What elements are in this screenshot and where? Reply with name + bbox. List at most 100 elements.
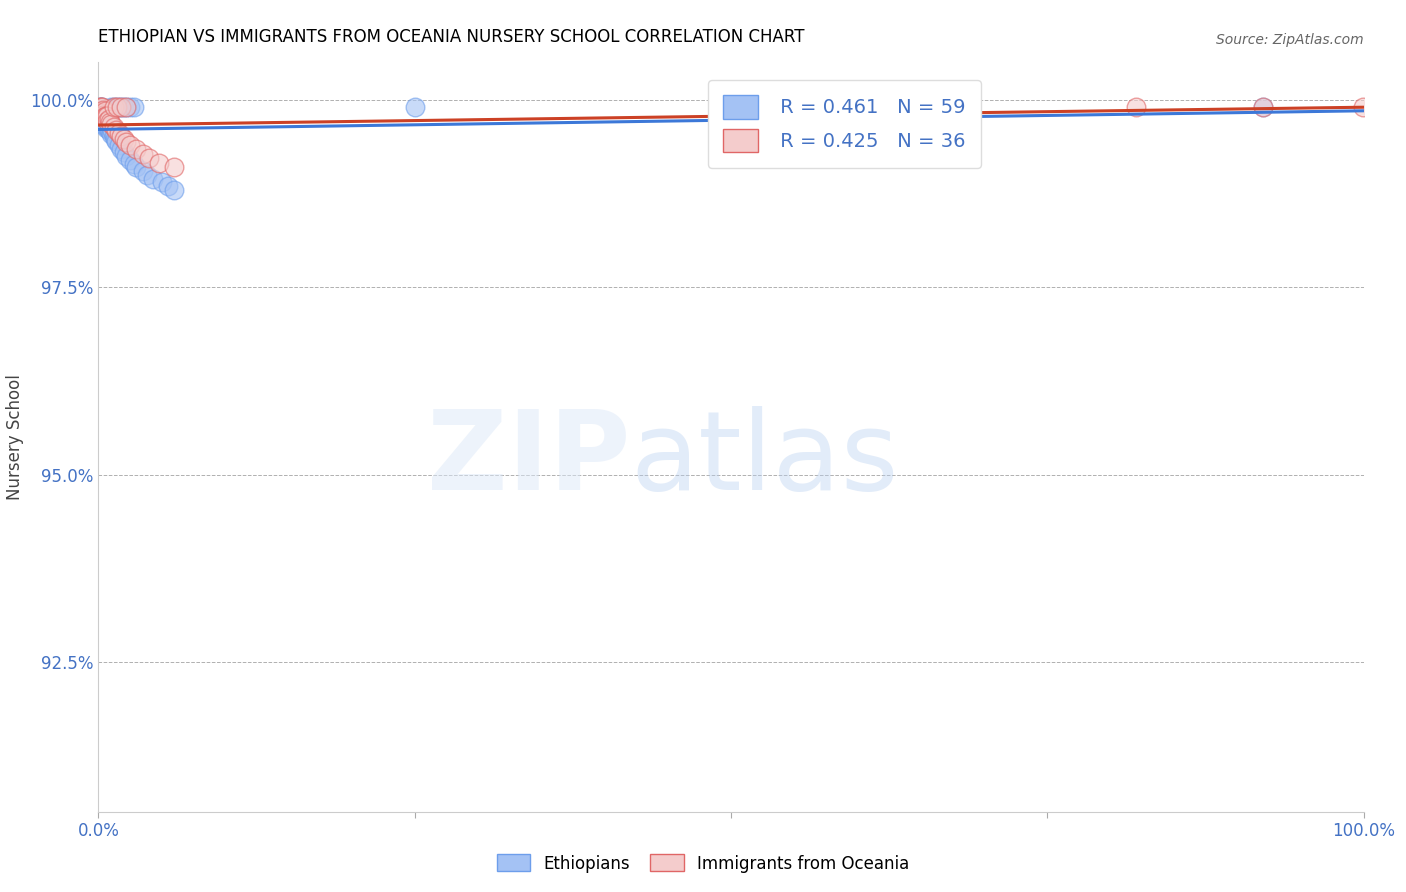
Legend:  R = 0.461   N = 59,  R = 0.425   N = 36: R = 0.461 N = 59, R = 0.425 N = 36 — [707, 79, 981, 168]
Point — [93, 109, 117, 123]
Point — [93, 104, 115, 119]
Point — [93, 117, 115, 131]
Point — [91, 102, 114, 116]
Point — [1125, 100, 1147, 114]
Text: atlas: atlas — [630, 406, 898, 513]
Point — [93, 108, 117, 122]
Point — [110, 142, 132, 156]
Point — [100, 100, 122, 114]
Point — [157, 179, 180, 194]
Point — [107, 100, 129, 114]
Point — [107, 137, 129, 152]
Point — [91, 105, 114, 120]
Point — [110, 100, 132, 114]
Point — [103, 120, 125, 134]
Point — [125, 142, 148, 156]
Point — [90, 112, 112, 126]
Text: ZIP: ZIP — [426, 406, 630, 513]
Point — [150, 175, 173, 189]
Point — [94, 117, 117, 131]
Point — [105, 123, 128, 137]
Text: Source: ZipAtlas.com: Source: ZipAtlas.com — [1216, 34, 1364, 47]
Point — [112, 132, 135, 146]
Point — [91, 100, 114, 114]
Point — [110, 128, 132, 143]
Point — [89, 100, 111, 114]
Point — [96, 109, 118, 123]
Point — [90, 108, 112, 122]
Point — [120, 137, 141, 152]
Point — [97, 112, 120, 126]
Point — [120, 153, 141, 167]
Point — [138, 152, 160, 166]
Point — [103, 100, 125, 114]
Point — [91, 100, 114, 114]
Point — [103, 128, 125, 143]
Point — [110, 100, 132, 114]
Point — [90, 100, 112, 114]
Point — [1251, 100, 1274, 114]
Point — [107, 126, 129, 140]
Legend: Ethiopians, Immigrants from Oceania: Ethiopians, Immigrants from Oceania — [491, 847, 915, 880]
Point — [142, 171, 165, 186]
Point — [122, 156, 145, 170]
Point — [100, 117, 122, 131]
Point — [101, 124, 124, 138]
Point — [93, 104, 117, 119]
Point — [98, 124, 121, 138]
Point — [404, 100, 426, 114]
Point — [96, 114, 118, 128]
Point — [1351, 100, 1374, 114]
Point — [132, 146, 155, 161]
Point — [120, 100, 141, 114]
Point — [93, 112, 117, 126]
Point — [93, 112, 115, 126]
Point — [163, 161, 186, 175]
Y-axis label: Nursery School: Nursery School — [6, 374, 24, 500]
Point — [94, 112, 117, 127]
Point — [163, 183, 186, 197]
Point — [897, 100, 920, 114]
Point — [112, 145, 135, 160]
Point — [93, 108, 115, 122]
Point — [98, 119, 121, 133]
Point — [98, 115, 121, 129]
Point — [132, 164, 155, 178]
Point — [100, 121, 122, 136]
Point — [1251, 100, 1274, 114]
Point — [105, 134, 128, 148]
Text: ETHIOPIAN VS IMMIGRANTS FROM OCEANIA NURSERY SCHOOL CORRELATION CHART: ETHIOPIAN VS IMMIGRANTS FROM OCEANIA NUR… — [98, 28, 804, 45]
Point — [96, 115, 118, 129]
Point — [97, 123, 120, 137]
Point — [93, 103, 115, 118]
Point — [115, 135, 138, 149]
Point — [90, 104, 112, 119]
Point — [115, 100, 138, 114]
Point — [112, 100, 135, 114]
Point — [122, 100, 145, 114]
Point — [104, 132, 127, 146]
Point — [103, 100, 125, 114]
Point — [89, 104, 111, 119]
Point — [91, 109, 114, 123]
Point — [115, 100, 138, 114]
Point — [93, 108, 115, 122]
Point — [94, 109, 117, 123]
Point — [100, 127, 122, 141]
Point — [91, 114, 114, 128]
Point — [148, 156, 170, 170]
Point — [105, 100, 128, 114]
Point — [89, 100, 111, 114]
Point — [94, 121, 117, 136]
Point — [89, 106, 111, 120]
Point — [93, 119, 117, 133]
Point — [93, 115, 117, 129]
Point — [107, 100, 129, 114]
Point — [115, 149, 138, 163]
Point — [90, 102, 112, 116]
Point — [783, 100, 806, 114]
Point — [90, 100, 112, 114]
Point — [125, 161, 148, 175]
Point — [96, 120, 118, 134]
Point — [91, 106, 114, 120]
